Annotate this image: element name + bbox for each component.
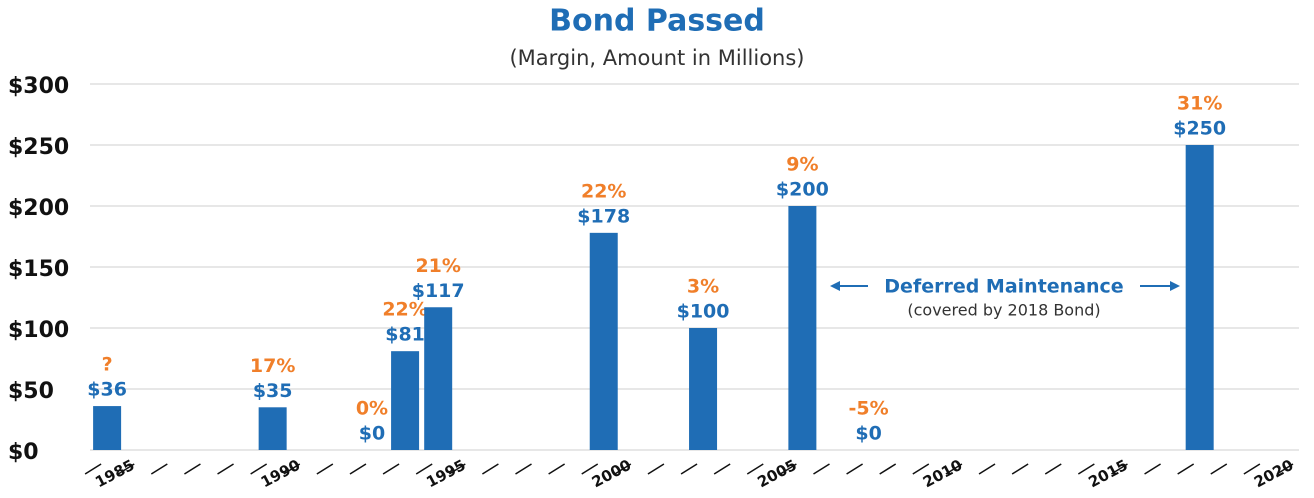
value-label: $117 — [412, 280, 465, 302]
x-minor-tick — [779, 463, 797, 475]
y-tick-label: $50 — [8, 379, 54, 404]
annotation-arrow — [830, 281, 1180, 291]
bar — [689, 328, 718, 450]
value-label: $250 — [1173, 118, 1226, 140]
bar — [258, 407, 287, 450]
x-minor-tick — [1243, 463, 1261, 475]
x-minor-tick — [1044, 463, 1062, 475]
chart-subtitle: (Margin, Amount in Millions) — [509, 46, 804, 70]
x-minor-tick — [415, 463, 433, 475]
x-tick-label: 1990 — [258, 456, 303, 491]
chart-title: Bond Passed — [549, 4, 765, 39]
value-label: $36 — [87, 379, 127, 401]
bar — [391, 351, 420, 450]
x-minor-tick — [680, 463, 698, 475]
bar — [788, 206, 817, 450]
x-minor-tick — [150, 463, 168, 475]
value-label: $0 — [359, 423, 385, 445]
value-label: $35 — [253, 380, 293, 402]
x-minor-tick — [879, 463, 897, 475]
y-tick-label: $200 — [8, 196, 69, 221]
x-tick-label: 2010 — [920, 456, 965, 491]
annotation-subtext: (covered by 2018 Bond) — [907, 301, 1100, 320]
value-label: $178 — [577, 205, 630, 227]
y-tick-label: $100 — [8, 318, 69, 343]
x-minor-tick — [813, 463, 830, 475]
value-label: $81 — [385, 324, 425, 346]
x-minor-tick — [448, 463, 466, 475]
y-tick-label: $0 — [8, 440, 39, 465]
bar — [589, 232, 618, 450]
bar — [1185, 145, 1214, 450]
margin-label: 3% — [687, 276, 719, 298]
x-minor-tick — [382, 463, 400, 475]
value-label: $200 — [776, 179, 829, 201]
x-minor-tick — [647, 463, 665, 475]
x-minor-tick — [945, 463, 963, 475]
margin-label: 9% — [786, 154, 818, 176]
margin-label: ? — [102, 354, 113, 376]
x-minor-tick — [581, 463, 599, 475]
x-minor-tick — [1210, 463, 1228, 475]
y-tick-label: $250 — [8, 135, 69, 160]
margin-label: 17% — [250, 355, 295, 377]
x-minor-tick — [482, 463, 499, 475]
x-tick-label: 2000 — [589, 456, 634, 491]
margin-label: -5% — [849, 398, 889, 420]
x-tick-label: 1995 — [423, 456, 468, 491]
x-minor-tick — [548, 463, 566, 475]
x-tick-label: 2015 — [1085, 456, 1130, 491]
x-tick-label: 2020 — [1251, 456, 1296, 491]
x-minor-tick — [316, 463, 334, 475]
value-label: $0 — [855, 423, 881, 445]
margin-label: 22% — [382, 299, 427, 321]
x-minor-tick — [746, 463, 764, 475]
x-minor-tick — [1077, 463, 1095, 475]
annotation: Deferred Maintenance — [884, 276, 1123, 298]
x-minor-tick — [217, 463, 234, 475]
x-minor-tick — [1276, 463, 1294, 475]
x-minor-tick — [713, 463, 731, 475]
margin-label: 21% — [415, 255, 460, 277]
x-minor-tick — [912, 463, 930, 475]
x-minor-tick — [1177, 463, 1195, 475]
x-tick-label: 1985 — [92, 456, 137, 491]
x-tick-label: 2005 — [754, 456, 799, 491]
x-minor-tick — [614, 463, 632, 475]
value-label: $100 — [677, 301, 730, 323]
x-minor-tick — [1144, 463, 1161, 475]
x-minor-tick — [117, 463, 135, 475]
bar — [424, 307, 453, 450]
y-tick-label: $150 — [8, 257, 69, 282]
x-minor-tick — [283, 463, 301, 475]
x-minor-tick — [1111, 463, 1128, 475]
y-tick-label: $300 — [8, 74, 69, 99]
margin-label: 0% — [356, 398, 388, 420]
x-minor-tick — [978, 463, 996, 475]
x-minor-tick — [184, 463, 201, 475]
margin-label: 22% — [581, 180, 626, 202]
x-minor-tick — [84, 463, 102, 475]
x-minor-tick — [349, 463, 367, 475]
x-minor-tick — [846, 463, 863, 475]
margin-label: 31% — [1177, 93, 1222, 115]
x-minor-tick — [515, 463, 532, 475]
x-minor-tick — [1011, 463, 1029, 475]
bar — [93, 406, 122, 450]
x-minor-tick — [250, 463, 268, 475]
